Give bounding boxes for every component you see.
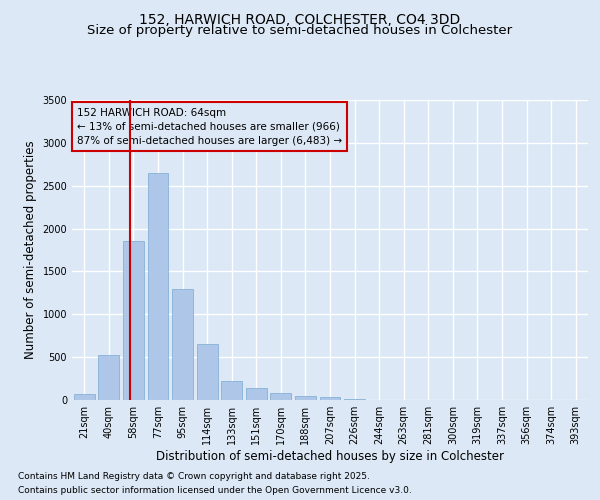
Text: Contains HM Land Registry data © Crown copyright and database right 2025.: Contains HM Land Registry data © Crown c… [18, 472, 370, 481]
Bar [197, 344, 218, 400]
Bar [74, 394, 95, 400]
X-axis label: Distribution of semi-detached houses by size in Colchester: Distribution of semi-detached houses by … [156, 450, 504, 463]
Bar [320, 398, 340, 400]
Text: 152 HARWICH ROAD: 64sqm
← 13% of semi-detached houses are smaller (966)
87% of s: 152 HARWICH ROAD: 64sqm ← 13% of semi-de… [77, 108, 342, 146]
Bar [148, 173, 169, 400]
Bar [271, 393, 292, 400]
Bar [295, 396, 316, 400]
Bar [123, 242, 144, 400]
Y-axis label: Number of semi-detached properties: Number of semi-detached properties [24, 140, 37, 360]
Text: Contains public sector information licensed under the Open Government Licence v3: Contains public sector information licen… [18, 486, 412, 495]
Bar [98, 354, 119, 400]
Bar [221, 381, 242, 400]
Bar [344, 399, 365, 400]
Bar [172, 288, 193, 400]
Text: 152, HARWICH ROAD, COLCHESTER, CO4 3DD: 152, HARWICH ROAD, COLCHESTER, CO4 3DD [139, 12, 461, 26]
Text: Size of property relative to semi-detached houses in Colchester: Size of property relative to semi-detach… [88, 24, 512, 37]
Bar [246, 388, 267, 400]
